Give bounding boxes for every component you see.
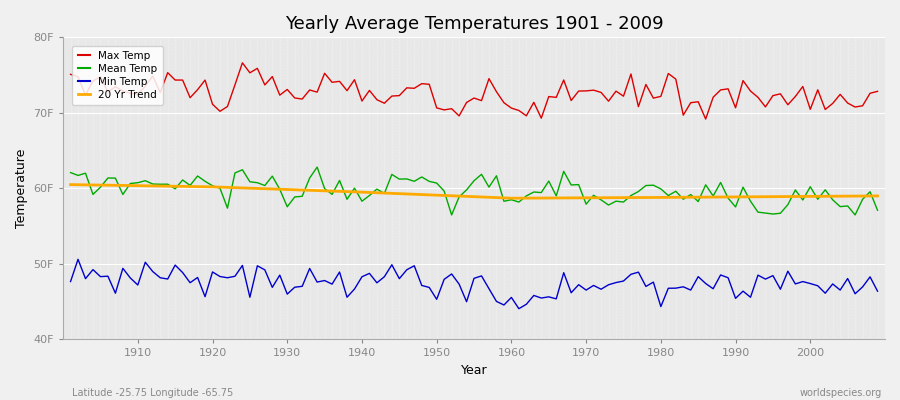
Legend: Max Temp, Mean Temp, Min Temp, 20 Yr Trend: Max Temp, Mean Temp, Min Temp, 20 Yr Tre… — [72, 46, 163, 105]
Y-axis label: Temperature: Temperature — [15, 149, 28, 228]
X-axis label: Year: Year — [461, 364, 488, 377]
Title: Yearly Average Temperatures 1901 - 2009: Yearly Average Temperatures 1901 - 2009 — [284, 15, 663, 33]
Text: worldspecies.org: worldspecies.org — [800, 388, 882, 398]
Text: Latitude -25.75 Longitude -65.75: Latitude -25.75 Longitude -65.75 — [72, 388, 233, 398]
